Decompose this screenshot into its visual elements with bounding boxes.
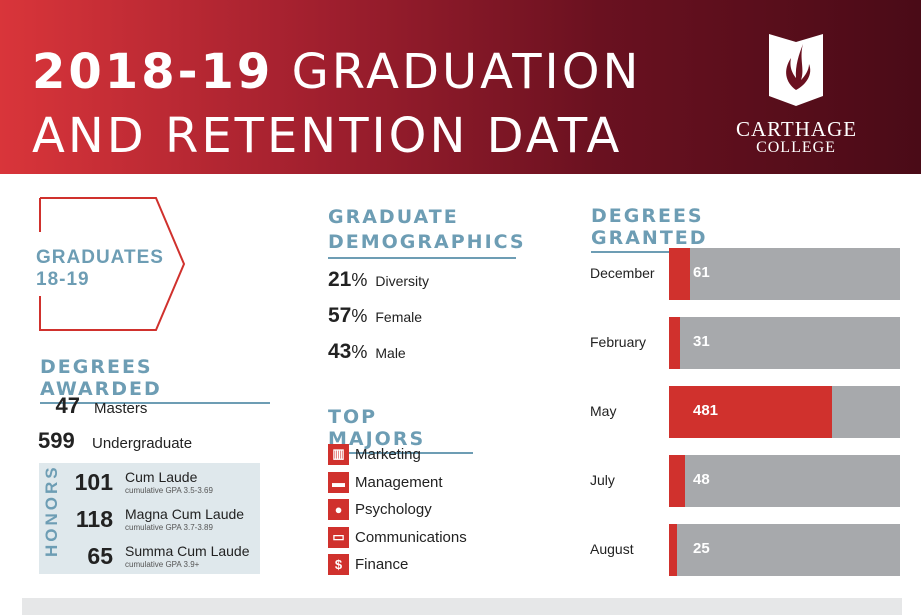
honors-gpa: cumulative GPA 3.5-3.69 [125, 486, 213, 495]
bar-row: December 61 [590, 248, 901, 300]
honors-gpa: cumulative GPA 3.7-3.89 [125, 523, 213, 532]
bar-row: July 48 [590, 455, 901, 507]
bar-value-label: 25 [693, 540, 710, 557]
logo-sub: COLLEGE [756, 139, 836, 156]
logo-name: CARTHAGE [736, 117, 858, 141]
demographic-row: 57% Female [328, 304, 422, 328]
graduates-label-line1: GRADUATES [36, 247, 164, 268]
graduates-arrow-shape [39, 197, 186, 331]
major-label: Marketing [355, 445, 421, 463]
bar-track: 31 [669, 317, 900, 369]
degree-row: 47 Masters [40, 393, 148, 419]
major-item: ● Psychology [328, 498, 432, 520]
speech-bubble-icon: ▭ [328, 526, 349, 548]
honors-name: Magna Cum Laude [125, 506, 245, 522]
bar-category-label: December [590, 265, 655, 281]
demographics-heading-line2: DEMOGRAPHICS [328, 231, 526, 253]
demographic-value: 21 [328, 268, 352, 291]
bar-track: 48 [669, 455, 900, 507]
major-item: $ Finance [328, 553, 408, 575]
major-label: Management [355, 473, 443, 491]
demographic-unit: % [351, 342, 368, 362]
title-year: 2018-19 [32, 44, 274, 100]
bar-value-label: 61 [693, 264, 710, 281]
bar-track: 25 [669, 524, 900, 576]
bar-category-label: July [590, 472, 615, 488]
book-flame-icon [769, 34, 823, 106]
honors-name: Cum Laude [125, 469, 198, 485]
honors-label: HONORS [42, 464, 61, 557]
degree-row: 599 Undergraduate [38, 428, 192, 454]
honors-name: Summa Cum Laude [125, 543, 250, 559]
demographics-heading-line1: GRADUATE [328, 206, 459, 228]
bar-category-label: May [590, 403, 617, 419]
honors-count: 118 [75, 506, 113, 532]
major-label: Finance [355, 555, 409, 573]
header-banner: 2018-19 GRADUATION AND RETENTION DATA CA… [0, 0, 921, 174]
demographic-label: Male [375, 345, 406, 361]
carthage-logo: CARTHAGE COLLEGE [736, 30, 856, 157]
demographic-value: 43 [328, 340, 352, 363]
top-majors-heading: TOP MAJORS [328, 406, 473, 454]
demographic-row: 21% Diversity [328, 268, 429, 292]
title-line1: GRADUATION [291, 44, 642, 100]
title-line2: AND RETENTION DATA [32, 108, 623, 164]
head-icon: ● [328, 498, 349, 520]
degree-count: 599 [38, 428, 75, 453]
ethnicity-section-edge [22, 598, 902, 615]
degrees-awarded-heading: DEGREES AWARDED [40, 356, 270, 404]
bar-fill [669, 317, 680, 369]
degree-count: 47 [55, 393, 80, 418]
bar-track: 481 [669, 386, 900, 438]
bar-value-label: 48 [693, 471, 710, 488]
major-label: Psychology [355, 500, 432, 518]
degrees-granted-heading: DEGREES GRANTED [591, 205, 811, 253]
honors-gpa: cumulative GPA 3.9+ [125, 560, 200, 569]
demographic-row: 43% Male [328, 340, 406, 364]
briefcase-icon: ▬ [328, 471, 349, 493]
bar-row: February 31 [590, 317, 901, 369]
major-item: ▭ Communications [328, 526, 467, 548]
bar-fill [669, 386, 833, 438]
bar-fill [669, 455, 686, 507]
bar-row: May 481 [590, 386, 901, 438]
bar-fill [669, 524, 678, 576]
graduates-label: GRADUATES 18-19 [36, 247, 164, 291]
demographic-unit: % [351, 306, 368, 326]
bar-row: August 25 [590, 524, 901, 576]
demographic-label: Diversity [375, 273, 430, 289]
bar-category-label: August [590, 541, 634, 557]
page-title: 2018-19 GRADUATION AND RETENTION DATA [32, 40, 641, 168]
demographic-unit: % [351, 270, 368, 290]
chart-icon: ▥ [328, 443, 349, 465]
bar-category-label: February [590, 334, 647, 350]
major-item: ▬ Management [328, 471, 443, 493]
degree-label: Undergraduate [92, 435, 193, 452]
bar-value-label: 481 [693, 402, 719, 419]
degree-label: Masters [94, 400, 148, 417]
bar-fill [669, 248, 690, 300]
major-label: Communications [355, 528, 467, 546]
honors-count: 101 [74, 469, 113, 495]
major-item: ▥ Marketing [328, 443, 421, 465]
graduates-label-line2: 18-19 [36, 269, 90, 290]
demographic-label: Female [375, 309, 423, 325]
bar-value-label: 31 [693, 333, 710, 350]
demographics-heading: GRADUATE DEMOGRAPHICS [328, 205, 526, 259]
honors-count: 65 [87, 543, 113, 569]
demographic-value: 57 [328, 304, 352, 327]
honors-box: HONORS 101 Cum Laude cumulative GPA 3.5-3.… [39, 463, 260, 574]
bar-track: 61 [669, 248, 900, 300]
dollar-icon: $ [328, 553, 349, 575]
